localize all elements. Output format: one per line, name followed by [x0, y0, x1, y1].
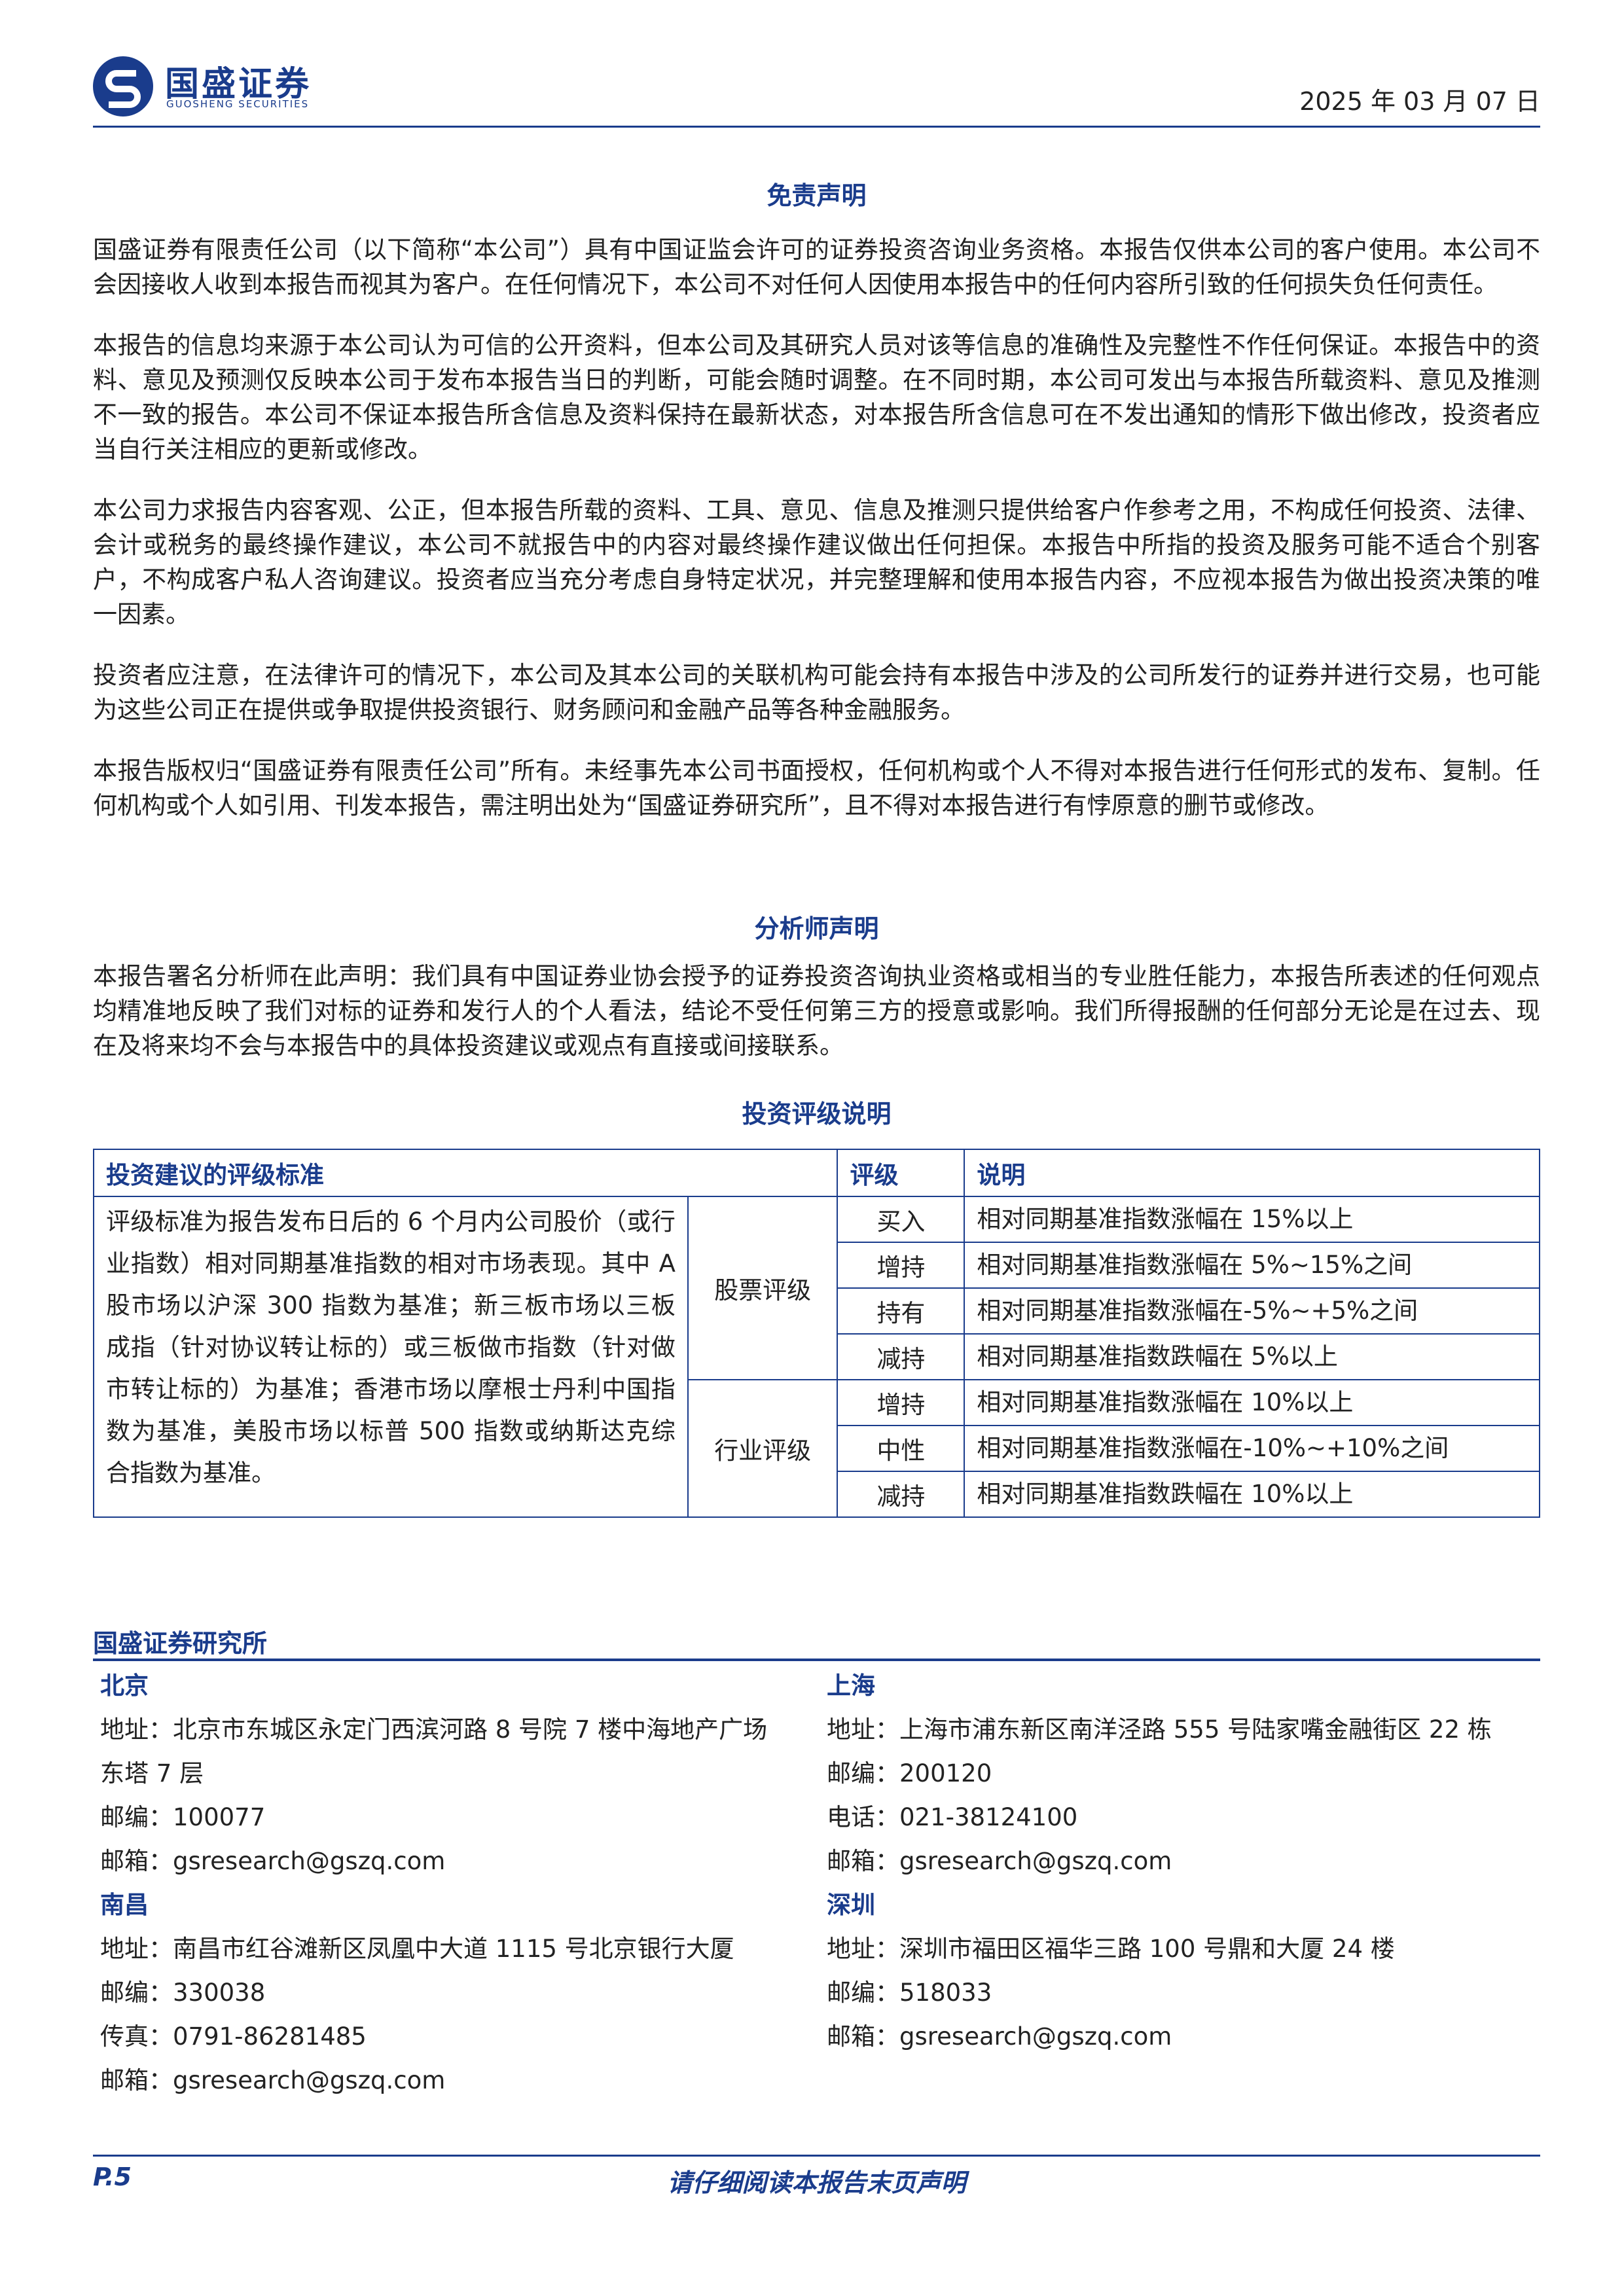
office: 北京地址：北京市东城区永定门西滨河路 8 号院 7 楼中海地产广场东塔 7 层邮… [100, 1664, 791, 1883]
rating-cell: 持有 [837, 1287, 965, 1335]
office-line: 邮箱：gsresearch@gszq.com [827, 2022, 1172, 2051]
description-cell: 相对同期基准指数涨幅在-10%~+10%之间 [964, 1425, 1540, 1472]
office-line: 邮编：330038 [100, 1979, 266, 2007]
description-cell: 相对同期基准指数涨幅在 5%~15%之间 [964, 1242, 1540, 1289]
section-title: 投资评级说明 [742, 1100, 892, 1128]
office-line: 邮编：100077 [100, 1803, 266, 1831]
rating-cell: 中性 [837, 1425, 965, 1472]
office: 南昌地址：南昌市红谷滩新区凤凰中大道 1115 号北京银行大厦 邮编：330038… [100, 1883, 791, 2102]
office-city: 深圳 [827, 1891, 875, 1919]
description-cell: 相对同期基准指数跌幅在 5%以上 [964, 1333, 1540, 1380]
rating-row: 持有 相对同期基准指数涨幅在-5%~+5%之间 [94, 1287, 1540, 1335]
description-cell: 相对同期基准指数涨幅在-5%~+5%之间 [964, 1287, 1540, 1335]
paragraph: 本报告的信息均来源于本公司认为可信的公开资料，但本公司及其研究人员对该等信息的准… [93, 331, 1540, 463]
analyst-paragraph: 本报告署名分析师在此声明：我们具有中国证券业协会授予的证券投资咨询执业资格或相当… [93, 962, 1540, 1060]
office-city: 上海 [827, 1672, 875, 1700]
research-title: 国盛证券研究所 [93, 1629, 268, 1658]
description-cell: 相对同期基准指数涨幅在 15%以上 [964, 1196, 1540, 1243]
group-cell: 行业评级 [687, 1379, 839, 1518]
rating-row: 增持 相对同期基准指数涨幅在 5%~15%之间 [94, 1242, 1540, 1289]
office-line: 邮编：200120 [827, 1759, 992, 1787]
rating-cell: 增持 [837, 1379, 965, 1426]
header-rule [93, 126, 1540, 128]
office-line: 地址：上海市浦东新区南洋泾路 555 号陆家嘴金融街区 22 栋 [827, 1715, 1492, 1744]
logo-icon [93, 56, 153, 117]
footer-notice: 请仔细阅读本报告末页声明 [667, 2168, 966, 2197]
rating-row: 减持 相对同期基准指数跌幅在 10%以上 [94, 1471, 1540, 1518]
office-line: 地址：南昌市红谷滩新区凤凰中大道 1115 号北京银行大厦 [100, 1935, 734, 1963]
paragraph: 本公司力求报告内容客观、公正，但本报告所载的资料、工具、意见、信息及推测只提供给… [93, 496, 1540, 628]
description-cell: 相对同期基准指数跌幅在 10%以上 [964, 1471, 1540, 1518]
paragraph: 本报告版权归“国盛证券有限责任公司”所有。未经事先本公司书面授权，任何机构或个人… [93, 757, 1540, 819]
header-cell: 评级 [837, 1149, 965, 1197]
page-number: P.5 [93, 2162, 132, 2191]
rating-row: 行业评级 增持 相对同期基准指数涨幅在 10%以上 [94, 1379, 1540, 1518]
section-title: 免责声明 [767, 181, 867, 210]
criteria-cell: 评级标准为报告发布日后的 6 个月内公司股价（或行业指数）相对同期基准指数的相对… [93, 1196, 689, 1518]
office-line: 邮箱：gsresearch@gszq.com [827, 1847, 1172, 1875]
office-line: 电话：021-38124100 [827, 1803, 1078, 1831]
rating-row: 减持 相对同期基准指数跌幅在 5%以上 [94, 1333, 1540, 1380]
logo-cn: 国盛证券 [165, 65, 312, 104]
office-line: 地址：深圳市福田区福华三路 100 号鼎和大厦 24 楼 [827, 1935, 1395, 1963]
rating-row: 中性 相对同期基准指数涨幅在-10%~+10%之间 [94, 1425, 1540, 1472]
footer-rule [93, 2155, 1540, 2157]
header-cell: 说明 [964, 1149, 1540, 1197]
section-title: 分析师声明 [754, 914, 879, 943]
description-cell: 相对同期基准指数涨幅在 10%以上 [964, 1379, 1540, 1426]
office-line: 邮编：518033 [827, 1979, 992, 2007]
offices: 北京地址：北京市东城区永定门西滨河路 8 号院 7 楼中海地产广场东塔 7 层邮… [100, 1664, 1540, 2102]
rating-cell: 增持 [837, 1242, 965, 1289]
research-rule [93, 1659, 1540, 1661]
rating-cell: 买入 [837, 1196, 965, 1243]
date: 2025 年 03 月 07 日 [1299, 87, 1540, 116]
paragraph: 国盛证券有限责任公司（以下简称“本公司”）具有中国证监会许可的证券投资咨询业务资… [93, 236, 1540, 298]
disclaimer-body: 国盛证券有限责任公司（以下简称“本公司”）具有中国证监会许可的证券投资咨询业务资… [93, 232, 1540, 849]
rating-cell: 减持 [837, 1333, 965, 1380]
paragraph: 投资者应注意，在法律许可的情况下，本公司及其本公司的关联机构可能会持有本报告中涉… [93, 661, 1540, 724]
rating-table: 投资建议的评级标准 评级 说明 评级标准为报告发布日后的 6 个月内公司股价（或行业指… [92, 1149, 1540, 1518]
office-city: 南昌 [100, 1891, 149, 1919]
header-row: 投资建议的评级标准 评级 说明 [92, 1149, 1540, 1197]
header-cell: 投资建议的评级标准 [92, 1149, 839, 1197]
rating-cell: 减持 [837, 1471, 965, 1518]
group-cell: 股票评级 [687, 1196, 839, 1380]
office: 深圳地址：深圳市福田区福华三路 100 号鼎和大厦 24 楼邮编：518033 邮… [827, 1883, 1540, 2102]
office-line: 邮箱：gsresearch@gszq.com [100, 2066, 446, 2094]
office-line: 传真：0791-86281485 [100, 2022, 367, 2051]
office: 上海地址：上海市浦东新区南洋泾路 555 号陆家嘴金融街区 22 栋邮编：200… [827, 1664, 1540, 1883]
office-city: 北京 [100, 1672, 149, 1700]
rating-row: 评级标准为报告发布日后的 6 个月内公司股价（或行业指数）相对同期基准指数的相对… [93, 1196, 1540, 1518]
office-line: 地址：北京市东城区永定门西滨河路 8 号院 7 楼中海地产广场东塔 7 层 [100, 1715, 768, 1787]
logo-en: GUOSHENG SECURITIES [166, 98, 310, 110]
office-line: 邮箱：gsresearch@gszq.com [100, 1847, 446, 1875]
